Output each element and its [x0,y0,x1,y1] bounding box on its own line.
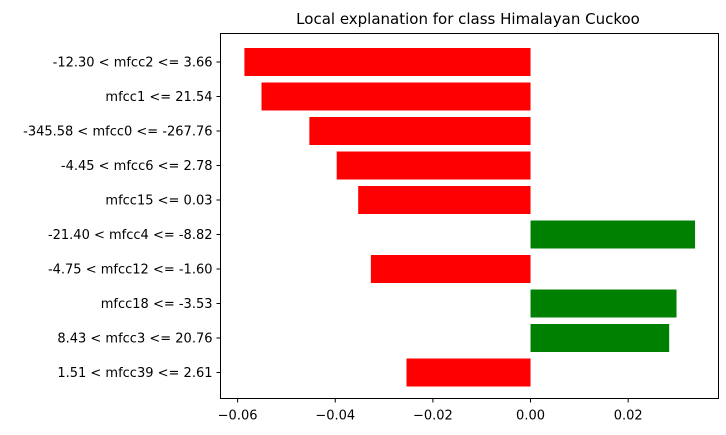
y-tick-label-4: -4.45 < mfcc6 <= 2.78 [61,159,213,174]
bar-10 [406,358,531,387]
y-tick-label-7: -4.75 < mfcc12 <= -1.60 [48,263,213,278]
y-tick-label-1: -12.30 < mfcc2 <= 3.66 [53,56,213,71]
bars-group [244,48,696,387]
y-tick-label-6: -21.40 < mfcc4 <= -8.82 [48,228,213,243]
bar-7 [370,255,531,283]
x-tick-label-5: 0.02 [614,409,643,424]
chart-title: Local explanation for class Himalayan Cu… [296,10,640,28]
y-tick-labels: -12.30 < mfcc2 <= 3.66 mfcc1 <= 21.54 -345… [23,56,221,381]
y-tick-label-8: mfcc18 <= -3.53 [101,297,213,312]
x-tick-label-1: −0.06 [218,409,258,424]
bar-1 [244,48,531,76]
x-tick-label-2: −0.04 [315,409,355,424]
y-tick-label-5: mfcc15 <= 0.03 [105,194,212,209]
x-tick-label-3: −0.02 [413,409,453,424]
x-tick-label-4: 0.00 [516,409,545,424]
y-tick-label-9: 8.43 < mfcc3 <= 20.76 [57,332,212,347]
bar-3 [309,117,531,145]
x-ticks: −0.06 −0.04 −0.02 0.00 0.02 [218,398,643,424]
bar-9 [530,324,670,352]
bar-8 [530,289,677,318]
bar-5 [358,186,531,214]
plot-frame [220,33,719,399]
bar-4 [336,151,531,180]
y-tick-label-2: mfcc1 <= 21.54 [105,90,212,105]
y-tick-label-3: -345.58 < mfcc0 <= -267.76 [23,125,212,140]
y-tick-label-10: 1.51 < mfcc39 <= 2.61 [57,366,212,381]
bar-2 [261,82,531,111]
bar-6 [530,220,696,249]
